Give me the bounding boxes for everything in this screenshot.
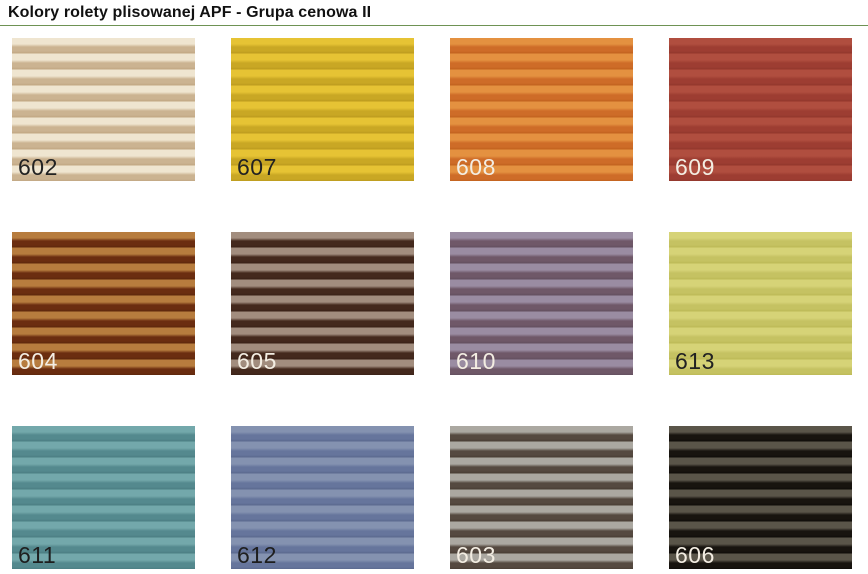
swatch-605: 605 <box>231 232 414 375</box>
swatch-code-608: 608 <box>456 154 496 180</box>
swatch-grid: 602 607 608 609 604 605 610 613 611 612 <box>12 38 868 569</box>
swatch-code-606: 606 <box>675 542 715 568</box>
swatch-code-602: 602 <box>18 154 58 180</box>
swatch-code-610: 610 <box>456 348 496 374</box>
swatch-612: 612 <box>231 426 414 569</box>
swatch-code-607: 607 <box>237 154 277 180</box>
color-chart-page: Kolory rolety plisowanej APF - Grupa cen… <box>0 4 868 574</box>
swatch-603: 603 <box>450 426 633 569</box>
swatch-code-604: 604 <box>18 348 58 374</box>
swatch-611: 611 <box>12 426 195 569</box>
swatch-code-613: 613 <box>675 348 715 374</box>
swatch-609: 609 <box>669 38 852 181</box>
swatch-602: 602 <box>12 38 195 181</box>
swatch-code-611: 611 <box>18 542 57 568</box>
swatch-606: 606 <box>669 426 852 569</box>
swatch-607: 607 <box>231 38 414 181</box>
swatch-604: 604 <box>12 232 195 375</box>
swatch-code-603: 603 <box>456 542 496 568</box>
page-title: Kolory rolety plisowanej APF - Grupa cen… <box>8 4 372 21</box>
swatch-610: 610 <box>450 232 633 375</box>
swatch-code-605: 605 <box>237 348 277 374</box>
swatch-code-609: 609 <box>675 154 715 180</box>
swatch-code-612: 612 <box>237 542 277 568</box>
swatch-608: 608 <box>450 38 633 181</box>
swatch-613: 613 <box>669 232 852 375</box>
title-divider <box>0 25 868 26</box>
